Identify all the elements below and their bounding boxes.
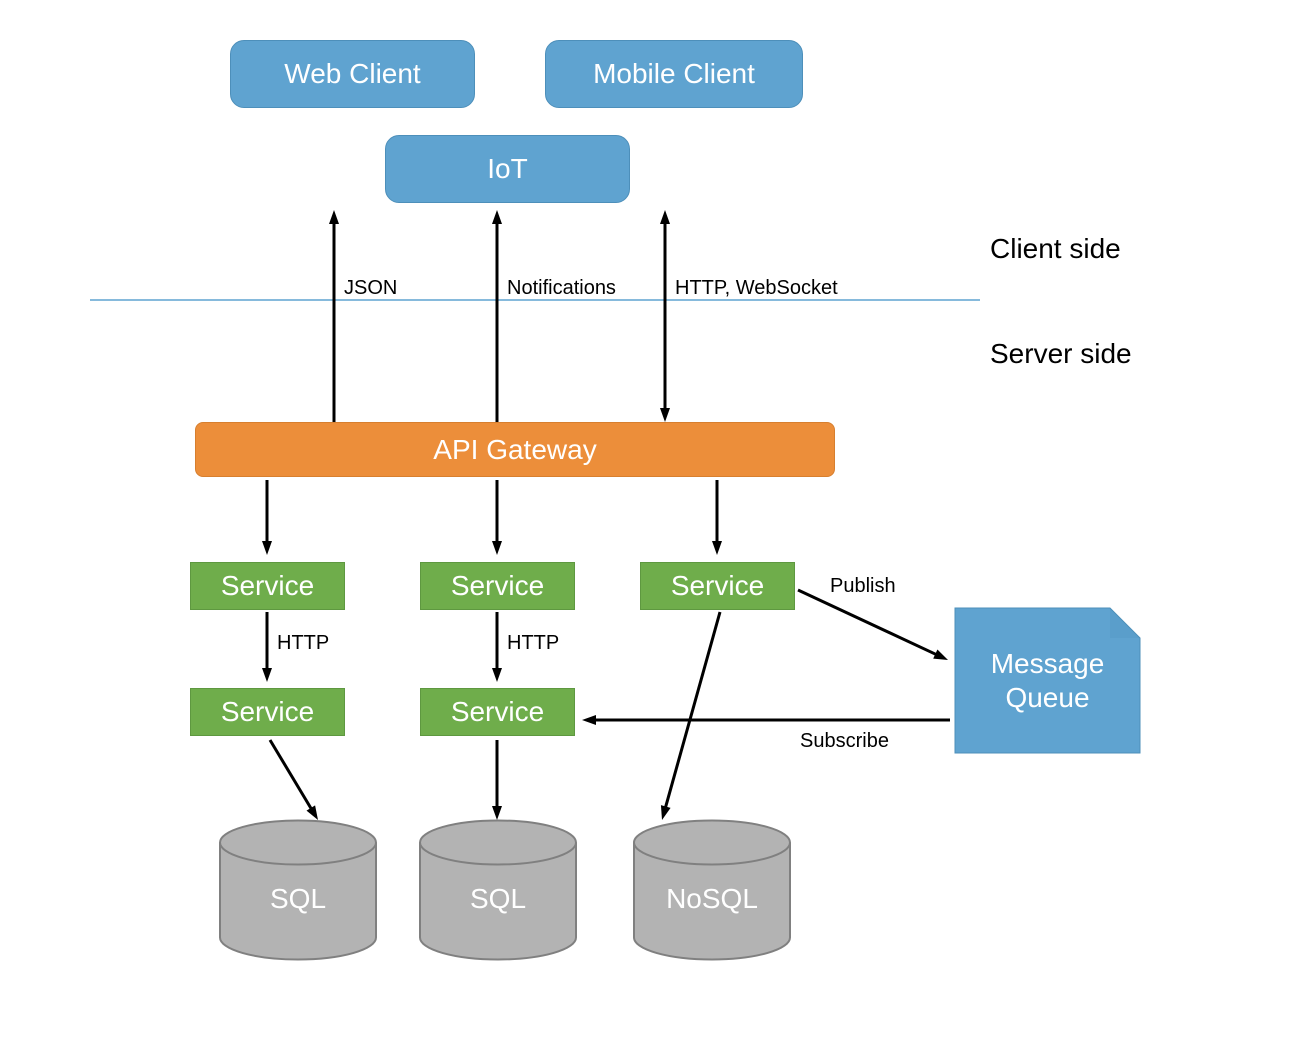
svc_b2: Service	[420, 688, 575, 736]
edge-publish	[798, 590, 937, 655]
edge-label-a1_a2: HTTP	[277, 632, 329, 655]
db-sql: SQL	[420, 821, 576, 960]
db-nosql: NoSQL	[634, 821, 790, 960]
gateway: API Gateway	[195, 422, 835, 477]
edge-label-json: JSON	[344, 277, 397, 300]
mobile_client: Mobile Client	[545, 40, 803, 108]
db-label: SQL	[270, 883, 326, 914]
client: Client side	[990, 233, 1121, 265]
server: Server side	[990, 338, 1132, 370]
db-label: NoSQL	[666, 883, 758, 914]
edge-c1_nosql	[665, 612, 720, 808]
edge-label-b1_b2: HTTP	[507, 632, 559, 655]
edge-label-subscribe: Subscribe	[800, 730, 889, 753]
svc_b1: Service	[420, 562, 575, 610]
message-queue-label: Message Queue	[955, 608, 1140, 753]
db-sql: SQL	[220, 821, 376, 960]
edge-label-notif: Notifications	[507, 277, 616, 300]
svc_a2: Service	[190, 688, 345, 736]
edge-label-httpws: HTTP, WebSocket	[675, 277, 838, 300]
svc_a1: Service	[190, 562, 345, 610]
web_client: Web Client	[230, 40, 475, 108]
svc_c1: Service	[640, 562, 795, 610]
db-label: SQL	[470, 883, 526, 914]
iot: IoT	[385, 135, 630, 203]
edge-a2_db1	[270, 740, 312, 810]
edge-label-publish: Publish	[830, 575, 896, 598]
